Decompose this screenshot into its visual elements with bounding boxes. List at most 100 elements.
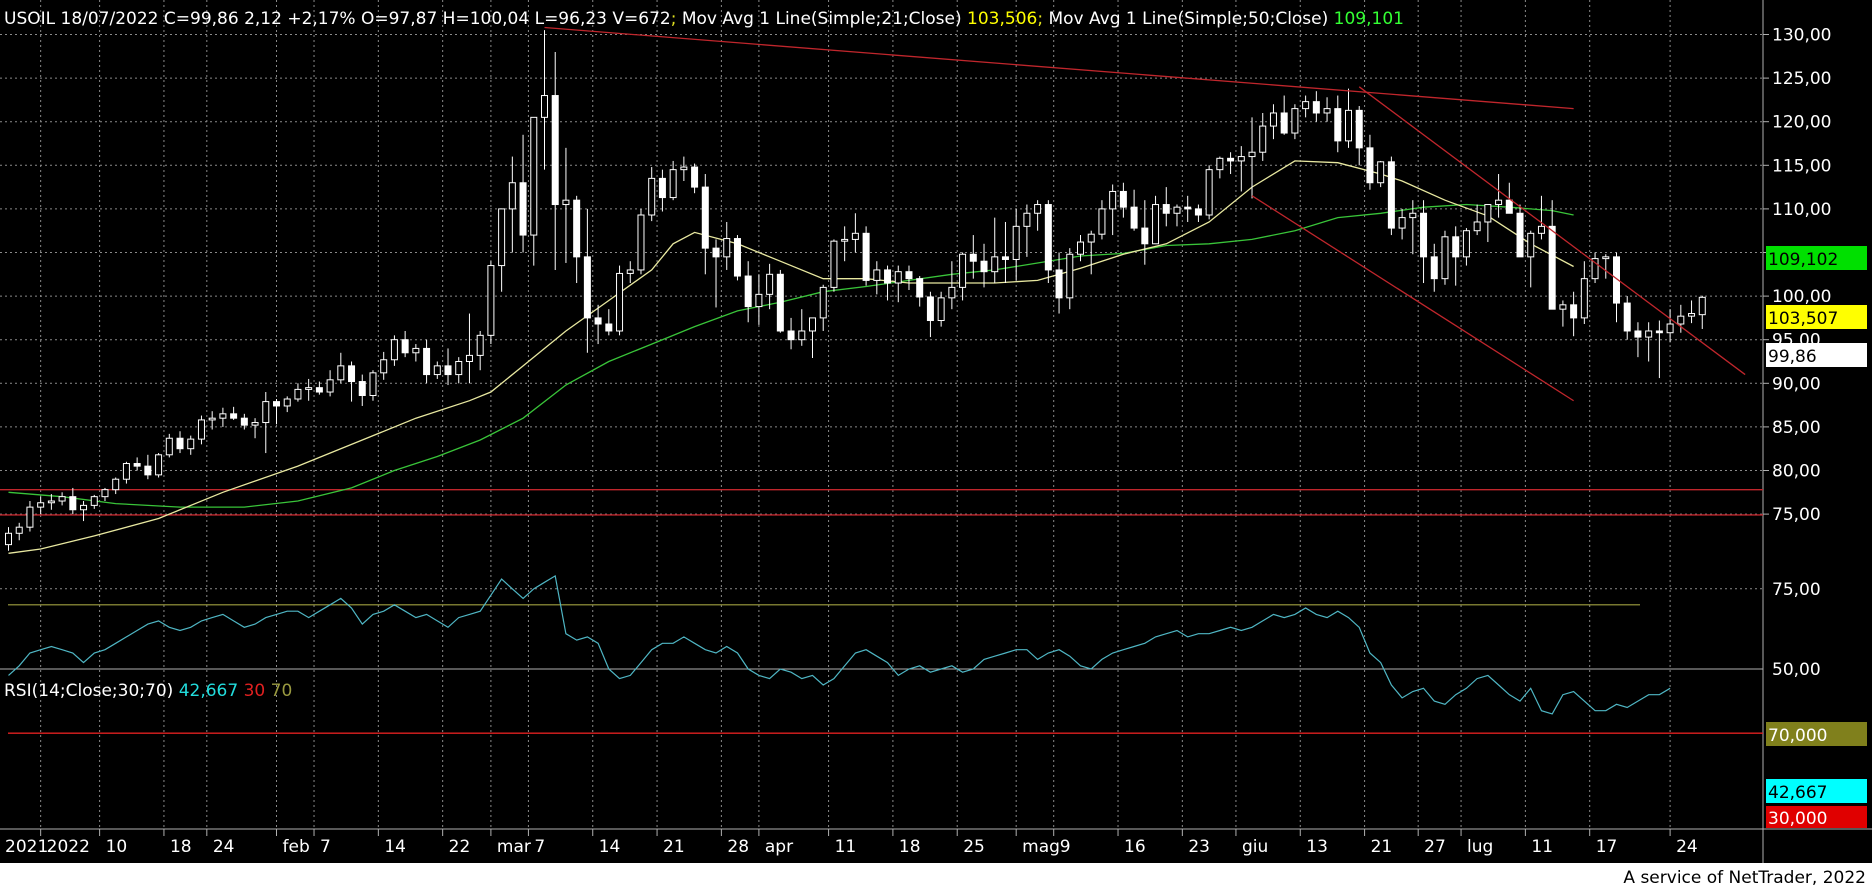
candle-body — [723, 238, 731, 258]
candle-body — [348, 365, 356, 383]
ma21-layer — [8, 160, 1574, 554]
candle-body — [1066, 253, 1074, 299]
rsi-30-tag-text: 30,000 — [1768, 809, 1827, 829]
price-tick-label: 115,00 — [1772, 156, 1831, 176]
candle-body — [1130, 206, 1138, 229]
candle-body — [208, 417, 216, 421]
candle-body — [1387, 161, 1395, 229]
candle-body — [294, 388, 302, 400]
candle-body — [894, 271, 902, 284]
time-tick-label: 22 — [449, 837, 471, 857]
candle-body — [573, 199, 581, 258]
rsi-value-label: 42,667 — [179, 681, 238, 701]
candle-body — [187, 438, 195, 450]
candle-body — [326, 379, 334, 393]
ma21-value: 103,506 — [967, 9, 1037, 29]
candle-body — [26, 506, 34, 528]
candle-body — [1034, 204, 1042, 214]
candle-body — [1655, 330, 1663, 334]
candle-body — [841, 238, 849, 242]
price-tick-label: 75,00 — [1772, 505, 1821, 525]
candle-body — [991, 256, 999, 273]
rsi-low-label: 30 — [244, 681, 266, 701]
candle-body — [1645, 330, 1653, 338]
candle-body — [1055, 269, 1063, 299]
candle-body — [551, 95, 559, 206]
candle-body — [219, 413, 227, 419]
candle-body — [1205, 169, 1213, 216]
candle-body — [1495, 199, 1503, 206]
candle-body — [433, 365, 441, 376]
time-tick-label: 10 — [106, 837, 128, 857]
candle-body — [412, 347, 420, 354]
candle-body — [1184, 206, 1192, 210]
candle-body — [69, 496, 77, 511]
candle-body — [562, 199, 570, 206]
price-tick-label: 120,00 — [1772, 113, 1831, 133]
chart-header: USOIL 18/07/2022 C=99,86 2,12 +2,17% O=9… — [4, 9, 1404, 29]
candle-body — [58, 496, 66, 502]
trendline — [544, 26, 1574, 110]
close-tag-text: 99,86 — [1768, 347, 1817, 367]
candle-body — [444, 365, 452, 376]
candle-body — [1634, 330, 1642, 338]
candle-body — [122, 463, 130, 480]
candle-body — [809, 317, 816, 332]
candle-body — [1698, 296, 1706, 316]
candle-body — [176, 437, 184, 450]
candle-body — [1580, 278, 1588, 319]
candle-body — [1345, 109, 1352, 142]
time-tick-label: 2021 — [5, 837, 48, 857]
candle-body — [1216, 157, 1224, 171]
candle-body — [1613, 256, 1620, 304]
time-tick-label: mag — [1022, 837, 1060, 857]
candle-body — [508, 182, 516, 210]
candle-body — [1602, 256, 1610, 260]
candle-body — [905, 271, 913, 280]
candle-body — [1141, 227, 1149, 245]
candle-body — [948, 286, 956, 299]
candle-body — [155, 454, 163, 476]
candle-body — [1259, 125, 1267, 153]
rsi-label: RSI(14;Close;30;70) — [4, 681, 179, 701]
candle-body — [937, 297, 945, 322]
candle-body — [1323, 108, 1331, 114]
candle-body — [1537, 225, 1545, 234]
candle-body — [658, 177, 666, 199]
candle-body — [1430, 256, 1438, 280]
time-tick-label: 21 — [663, 837, 685, 857]
candle-body — [1591, 258, 1599, 280]
time-tick-label: 7 — [534, 837, 545, 857]
candle-body — [1452, 236, 1460, 258]
candle-body — [112, 478, 120, 491]
rsi-axis-labels: 75,00 50,00 — [1772, 580, 1821, 680]
candle-body — [648, 177, 656, 216]
candle-body — [401, 339, 409, 354]
candle-body — [80, 504, 88, 511]
rsi-tick-label: 75,00 — [1772, 580, 1821, 600]
candle-body — [1280, 112, 1288, 134]
candle-body — [1044, 204, 1052, 271]
candle-body — [133, 463, 141, 467]
candlesticks — [5, 30, 1706, 551]
header-separator: ; — [671, 9, 677, 29]
candle-body — [1559, 304, 1567, 310]
candle-body — [980, 260, 988, 273]
candle-body — [369, 372, 377, 397]
time-tick-label: 11 — [835, 837, 857, 857]
price-tick-label: 100,00 — [1772, 287, 1831, 307]
candle-body — [15, 526, 23, 534]
candle-body — [1548, 225, 1556, 310]
candle-body — [1409, 212, 1417, 219]
candle-body — [1462, 230, 1470, 258]
candle-body — [733, 238, 741, 277]
time-tick-label: 24 — [1676, 837, 1698, 857]
candle-body — [1269, 112, 1277, 127]
candle-body — [1152, 204, 1160, 245]
candle-body — [465, 354, 473, 362]
candle-body — [230, 413, 238, 419]
ma21-label: Mov Avg 1 Line(Simple;21;Close) — [676, 9, 967, 29]
time-tick-label: 24 — [213, 837, 235, 857]
candle-body — [1119, 190, 1127, 208]
candle-body — [1162, 204, 1170, 214]
